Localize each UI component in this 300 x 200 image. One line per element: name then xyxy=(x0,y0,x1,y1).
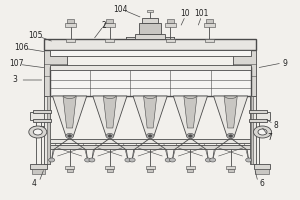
Circle shape xyxy=(85,158,91,162)
Circle shape xyxy=(89,158,95,162)
Bar xyxy=(33,119,51,122)
Bar xyxy=(166,39,175,42)
Circle shape xyxy=(169,158,175,162)
Bar xyxy=(226,166,235,169)
Polygon shape xyxy=(224,96,237,128)
Circle shape xyxy=(129,158,135,162)
Bar xyxy=(66,39,75,42)
Bar xyxy=(30,112,50,120)
Bar xyxy=(233,40,256,96)
Bar xyxy=(65,23,76,27)
Bar xyxy=(50,65,251,70)
Bar xyxy=(251,112,270,120)
Bar xyxy=(44,40,67,96)
Text: 107: 107 xyxy=(9,60,24,68)
Bar xyxy=(147,169,153,172)
Text: 2: 2 xyxy=(101,21,106,29)
Bar xyxy=(67,169,73,172)
Bar xyxy=(50,67,251,96)
Bar xyxy=(44,96,50,164)
Bar xyxy=(44,39,256,50)
Text: 4: 4 xyxy=(32,179,37,188)
Bar xyxy=(228,169,234,172)
Bar xyxy=(50,139,251,143)
Circle shape xyxy=(187,133,194,139)
Circle shape xyxy=(33,129,42,135)
Polygon shape xyxy=(63,96,76,128)
Circle shape xyxy=(125,158,131,162)
Polygon shape xyxy=(52,96,87,136)
Bar xyxy=(146,166,155,169)
Bar xyxy=(50,50,251,56)
Bar xyxy=(250,96,253,164)
Bar xyxy=(165,23,176,27)
Circle shape xyxy=(165,158,171,162)
Circle shape xyxy=(146,133,154,139)
Text: 104: 104 xyxy=(113,4,127,14)
Circle shape xyxy=(210,158,216,162)
Text: 101: 101 xyxy=(194,9,208,19)
Bar xyxy=(204,23,215,27)
Circle shape xyxy=(227,133,235,139)
Bar xyxy=(33,110,51,113)
Circle shape xyxy=(254,126,272,138)
Bar xyxy=(147,10,153,12)
Text: 9: 9 xyxy=(283,60,287,68)
Circle shape xyxy=(49,158,55,162)
Bar xyxy=(47,96,50,164)
Bar xyxy=(206,19,213,23)
Bar xyxy=(167,19,174,23)
Bar xyxy=(188,169,194,172)
Circle shape xyxy=(106,133,114,139)
Bar xyxy=(254,164,270,169)
Text: 106: 106 xyxy=(14,44,29,52)
Bar xyxy=(249,119,267,122)
Bar xyxy=(139,23,161,34)
Text: 6: 6 xyxy=(259,179,264,188)
Polygon shape xyxy=(133,96,167,136)
Bar xyxy=(105,39,114,42)
Polygon shape xyxy=(184,96,197,128)
Text: 7: 7 xyxy=(268,134,272,142)
Bar xyxy=(142,18,158,23)
Text: 10: 10 xyxy=(181,9,190,19)
Bar xyxy=(104,23,115,27)
Circle shape xyxy=(29,126,47,138)
Bar xyxy=(65,166,74,169)
Bar xyxy=(107,169,113,172)
Circle shape xyxy=(148,135,152,137)
Text: 105: 105 xyxy=(28,31,43,40)
Circle shape xyxy=(229,135,232,137)
Circle shape xyxy=(246,158,252,162)
Polygon shape xyxy=(173,96,208,136)
Polygon shape xyxy=(93,96,127,136)
Circle shape xyxy=(258,129,267,135)
Bar xyxy=(205,39,214,42)
Bar xyxy=(32,169,45,174)
Circle shape xyxy=(206,158,212,162)
Bar xyxy=(186,166,195,169)
Circle shape xyxy=(108,135,112,137)
Circle shape xyxy=(68,135,71,137)
Bar xyxy=(30,164,46,169)
Text: 3: 3 xyxy=(12,75,17,84)
Polygon shape xyxy=(144,96,157,128)
Bar xyxy=(105,166,114,169)
Bar xyxy=(250,96,256,164)
Polygon shape xyxy=(103,96,116,128)
Circle shape xyxy=(189,135,192,137)
Polygon shape xyxy=(214,96,248,136)
Bar xyxy=(50,145,251,149)
Bar xyxy=(135,34,165,39)
Circle shape xyxy=(66,133,74,139)
Bar xyxy=(106,19,113,23)
Bar xyxy=(255,169,269,174)
Bar xyxy=(249,110,267,113)
Text: 8: 8 xyxy=(274,121,278,130)
Bar xyxy=(67,19,74,23)
